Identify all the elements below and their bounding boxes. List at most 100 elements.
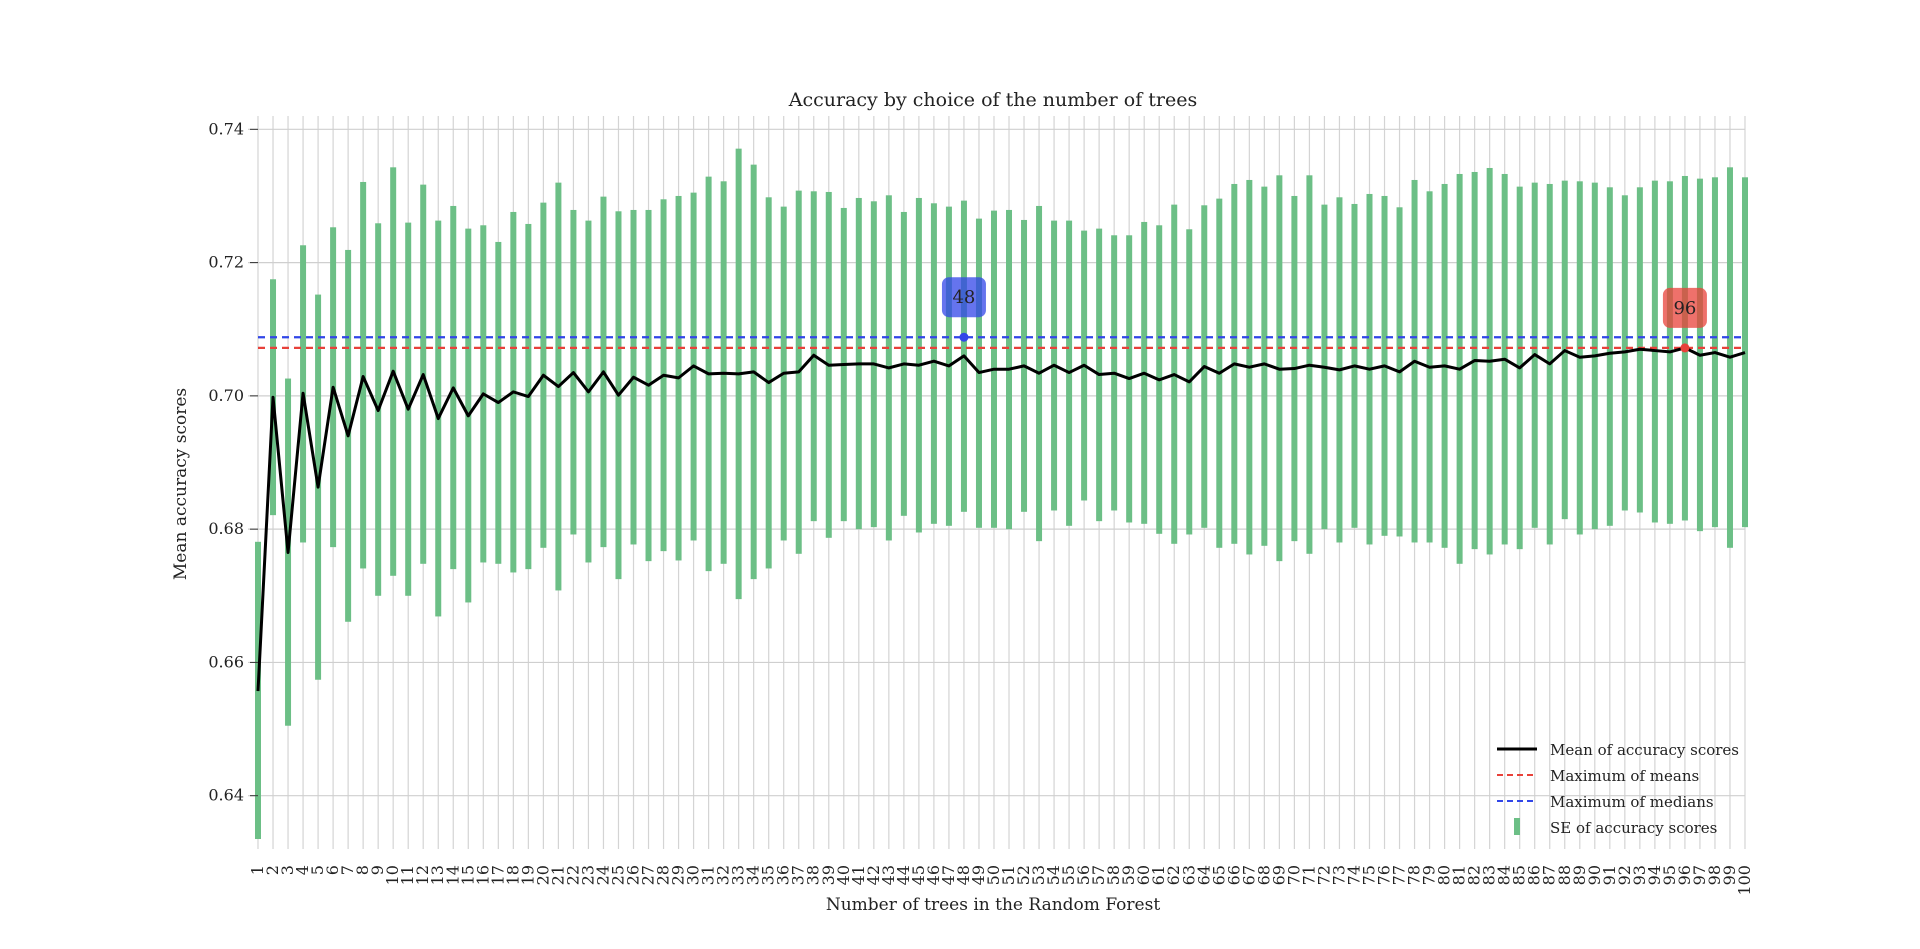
x-tick-label: 53 [1029, 865, 1048, 885]
x-tick-label: 94 [1645, 865, 1664, 885]
x-tick-label: 59 [1119, 865, 1138, 885]
x-tick-label: 45 [909, 865, 928, 885]
x-tick-label: 14 [443, 865, 462, 885]
x-tick-label: 28 [654, 865, 673, 885]
legend: Mean of accuracy scores Maximum of means… [1497, 741, 1739, 837]
legend-label-max-medians: Maximum of medians [1550, 793, 1714, 811]
x-tick-label: 71 [1299, 865, 1318, 885]
x-tick-label: 8 [353, 865, 372, 875]
x-tick-label: 75 [1359, 865, 1378, 885]
x-tick-label: 26 [624, 865, 643, 885]
x-tick-label: 73 [1329, 865, 1348, 885]
x-tick-label: 17 [488, 865, 507, 885]
x-tick-label: 21 [548, 865, 567, 885]
se-bar [1742, 177, 1748, 528]
x-tick-label: 43 [879, 865, 898, 885]
x-tick-label: 99 [1720, 865, 1739, 885]
x-tick-label: 93 [1630, 865, 1649, 885]
x-tick-label: 16 [473, 865, 492, 885]
x-tick-label: 60 [1134, 865, 1153, 885]
x-tick-label: 48 [954, 865, 973, 885]
se-bar [1606, 187, 1613, 526]
x-tick-label: 35 [759, 865, 778, 885]
callout-point [959, 332, 969, 342]
x-tick-label: 54 [1044, 865, 1063, 885]
x-tick-label: 84 [1495, 865, 1514, 885]
callouts: 48 96 [941, 277, 1707, 353]
x-tick-label: 96 [1675, 865, 1694, 885]
x-tick-label: 23 [578, 865, 597, 885]
se-bar [1261, 186, 1268, 546]
x-tick-label: 27 [639, 865, 658, 885]
mean-line-group [256, 346, 1746, 692]
x-tick-label: 47 [939, 865, 958, 885]
x-tick-label: 80 [1435, 865, 1454, 885]
y-tick-label: 0.66 [208, 652, 244, 671]
x-tick-label: 95 [1660, 865, 1679, 885]
x-tick-label: 34 [744, 865, 763, 885]
x-tick-label: 13 [428, 865, 447, 885]
x-tick-label: 87 [1540, 865, 1559, 885]
x-tick-label: 69 [1269, 865, 1288, 885]
x-tick-label: 82 [1465, 865, 1484, 885]
x-tick-label: 98 [1705, 865, 1724, 885]
y-tick-label: 0.70 [208, 386, 244, 405]
x-tick-label: 2 [263, 865, 282, 875]
legend-label-mean: Mean of accuracy scores [1550, 741, 1739, 759]
x-tick-label: 72 [1314, 865, 1333, 885]
x-tick-label: 62 [1164, 865, 1183, 885]
x-tick-label: 97 [1690, 865, 1709, 885]
x-tick-label: 58 [1104, 865, 1123, 885]
x-tick-label: 49 [969, 865, 988, 885]
x-tick-label: 6 [323, 865, 342, 875]
mean-line [256, 346, 1746, 692]
x-tick-label: 89 [1570, 865, 1589, 885]
x-tick-label: 20 [533, 865, 552, 885]
x-tick-label: 46 [924, 865, 943, 885]
x-tick-label: 24 [593, 865, 612, 885]
x-tick-label: 31 [699, 865, 718, 885]
callout-box [1662, 287, 1707, 328]
x-tick-label: 68 [1254, 865, 1273, 885]
x-tick-label: 40 [834, 865, 853, 885]
y-tick-label: 0.74 [208, 119, 244, 138]
x-tick-label: 85 [1510, 865, 1529, 885]
x-tick-label: 100 [1735, 865, 1754, 896]
x-tick-label: 92 [1615, 865, 1634, 885]
x-tick-label: 86 [1525, 865, 1544, 885]
x-tick-label: 63 [1179, 865, 1198, 885]
y-axis-title: Mean accuracy scores [171, 388, 191, 580]
x-tick-label: 79 [1420, 865, 1439, 885]
x-tick-label: 56 [1074, 865, 1093, 885]
x-tick-label: 76 [1375, 865, 1394, 885]
x-tick-label: 90 [1585, 865, 1604, 885]
x-tick-label: 50 [984, 865, 1003, 885]
x-tick-label: 91 [1600, 865, 1619, 885]
legend-label-max-means: Maximum of means [1550, 767, 1699, 785]
x-tick-label: 67 [1239, 865, 1258, 885]
x-tick-label: 51 [999, 865, 1018, 885]
y-tick-label: 0.72 [208, 253, 244, 272]
chart-title: Accuracy by choice of the number of tree… [788, 89, 1197, 111]
x-tick-label: 38 [804, 865, 823, 885]
x-tick-label: 88 [1555, 865, 1574, 885]
callout-box [941, 277, 986, 318]
x-tick-label: 55 [1059, 865, 1078, 885]
x-tick-label: 41 [849, 865, 868, 885]
x-tick-label: 83 [1480, 865, 1499, 885]
x-tick-label: 1 [248, 865, 267, 875]
x-tick-label: 5 [308, 865, 327, 875]
x-tick-label: 52 [1014, 865, 1033, 885]
x-tick-label: 18 [503, 865, 522, 885]
x-tick-label: 77 [1390, 865, 1409, 885]
x-tick-label: 36 [774, 865, 793, 885]
x-tick-label: 39 [819, 865, 838, 885]
x-tick-label: 30 [684, 865, 703, 885]
x-tick-label: 61 [1149, 865, 1168, 885]
axes: 0.640.660.680.700.720.741234567891011121… [208, 119, 1754, 895]
se-bars [255, 148, 1748, 840]
x-tick-label: 57 [1089, 865, 1108, 885]
x-tick-label: 22 [563, 865, 582, 885]
legend-label-se: SE of accuracy scores [1550, 819, 1717, 837]
